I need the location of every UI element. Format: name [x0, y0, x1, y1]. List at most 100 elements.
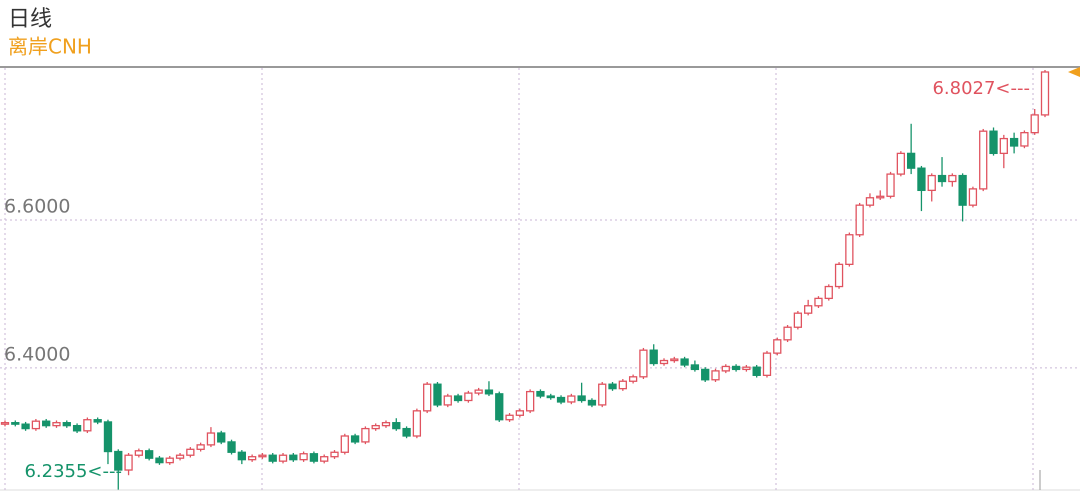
candle-body	[556, 396, 566, 403]
candle-body	[206, 432, 216, 446]
candle-body	[608, 383, 617, 390]
candle-body	[1030, 114, 1039, 134]
candle-body	[371, 424, 380, 430]
candle-body	[793, 312, 803, 328]
candle-body	[495, 393, 504, 421]
candle-body	[814, 297, 823, 307]
candle-body	[381, 422, 391, 427]
candle-body	[587, 399, 597, 406]
candle-body	[227, 441, 236, 453]
candle-body	[268, 454, 277, 462]
candle-body	[52, 422, 61, 427]
candle-body	[72, 424, 82, 432]
candle-body	[165, 457, 174, 464]
candle-body	[83, 419, 92, 432]
candle-body	[484, 389, 494, 395]
candle-body	[155, 457, 164, 464]
candle-body	[21, 423, 30, 430]
candle-body	[783, 326, 792, 341]
candle-body	[412, 410, 422, 437]
candle-body	[721, 365, 730, 372]
candle-body	[289, 454, 298, 461]
y-tick-label: 6.4000	[4, 343, 70, 365]
candle-body	[42, 420, 51, 427]
candle-body	[124, 454, 133, 471]
candle-body	[62, 422, 71, 427]
candle-body	[659, 359, 669, 365]
candle-body	[361, 427, 370, 443]
candle-body	[1020, 132, 1029, 147]
candle-body	[443, 395, 452, 406]
candle-body	[196, 444, 205, 450]
candle-body	[886, 173, 895, 197]
candle-body	[762, 352, 772, 376]
candle-body	[855, 204, 864, 236]
chart-title: 日线	[8, 7, 52, 32]
candle-body	[567, 395, 576, 403]
candle-body	[927, 174, 936, 192]
candle-body	[186, 448, 195, 456]
candle-body	[423, 383, 432, 412]
candle-body	[937, 174, 947, 183]
candle-body	[628, 376, 638, 382]
candle-body	[278, 454, 288, 462]
price-marker	[1068, 66, 1080, 77]
candle-body	[690, 364, 700, 371]
candle-body	[525, 390, 535, 412]
candle-body	[536, 390, 545, 397]
candle-body	[247, 456, 257, 461]
candle-body	[217, 432, 226, 443]
candle-body	[834, 263, 844, 288]
candle-body	[402, 427, 411, 437]
candle-body	[31, 420, 41, 430]
candle-body	[649, 349, 658, 365]
candle-body	[1009, 137, 1019, 147]
candle-body	[93, 419, 102, 423]
candle-body	[979, 130, 988, 190]
chart-subtitle: 离岸CNH	[8, 35, 92, 59]
candle-body	[350, 435, 360, 443]
candle-body	[618, 380, 627, 390]
candle-body	[392, 422, 401, 430]
candle-body	[701, 368, 710, 381]
candle-body	[845, 234, 854, 266]
candle-body	[11, 422, 20, 425]
candle-body	[670, 358, 679, 362]
annotation: 6.8027<---	[932, 78, 1030, 99]
candle-body	[598, 383, 607, 406]
candle-body	[505, 414, 514, 421]
candle-body	[906, 152, 916, 169]
candle-body	[680, 358, 689, 366]
candle-body	[0, 422, 10, 425]
candle-body	[948, 174, 957, 183]
candle-body	[577, 395, 586, 402]
candle-body	[103, 421, 113, 453]
candle-body	[299, 453, 308, 461]
candle-body	[896, 152, 905, 175]
candle-body	[968, 188, 978, 206]
candle-body	[145, 450, 154, 459]
candle-body	[958, 174, 967, 206]
candle-body	[340, 435, 349, 453]
candle-body	[773, 339, 782, 354]
candle-body	[515, 410, 525, 416]
candle-body	[752, 366, 761, 376]
candle-body	[1040, 71, 1050, 116]
candle-body	[175, 454, 185, 459]
candle-body	[320, 456, 329, 462]
candle-body	[114, 450, 123, 471]
candle-body	[464, 392, 473, 402]
candle-body	[309, 453, 319, 462]
candle-body	[865, 197, 875, 206]
candle-body	[474, 389, 483, 394]
candle-body	[330, 451, 339, 458]
candle-body	[731, 365, 741, 371]
candle-body	[989, 130, 998, 155]
candle-body	[917, 167, 926, 192]
candle-body	[742, 366, 751, 371]
candle-body	[639, 349, 648, 378]
candle-body	[804, 305, 813, 314]
candle-body	[711, 370, 720, 381]
candle-body	[237, 451, 246, 461]
